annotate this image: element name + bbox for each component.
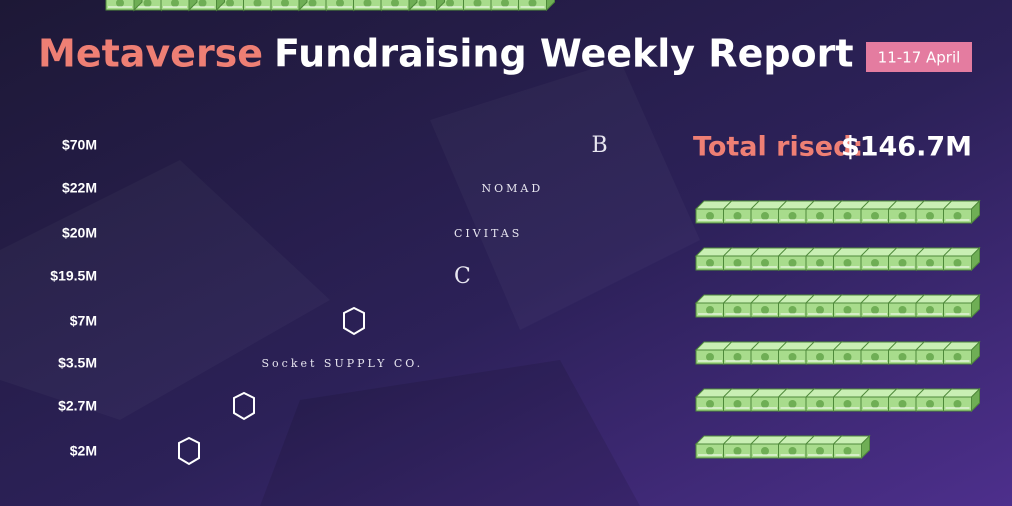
value-label: $19.5M — [50, 268, 97, 284]
bg-shape — [260, 360, 640, 506]
total-value: $146.7M — [841, 132, 972, 163]
value-label: $70M — [62, 137, 97, 153]
date-box — [866, 42, 972, 72]
value-label: $2.7M — [58, 398, 97, 414]
chart-title: Fundraising Weekly Report — [274, 32, 854, 76]
value-label: $3.5M — [58, 355, 97, 371]
money-stack — [943, 388, 980, 412]
value-label: $2M — [70, 443, 97, 459]
value-label: $20M — [62, 225, 97, 241]
company-icon — [343, 306, 365, 336]
company-icon — [233, 391, 255, 421]
company-name: B — [592, 133, 608, 158]
company-name: Socket SUPPLY CO. — [262, 357, 424, 370]
company-name: C — [454, 264, 471, 289]
title-highlight: Metaverse — [38, 32, 263, 76]
value-label: $22M — [62, 180, 97, 196]
company-name: CIVITAS — [454, 227, 522, 240]
money-stack — [943, 341, 980, 365]
money-stack — [833, 435, 870, 459]
money-stack — [943, 294, 980, 318]
company-name: NOMAD — [482, 182, 544, 195]
money-stack — [943, 200, 980, 224]
total-label: Total rised: — [693, 132, 863, 163]
company-icon — [178, 436, 200, 466]
value-label: $7M — [70, 313, 97, 329]
date-range: 11-17 April — [878, 49, 961, 67]
money-stack — [943, 247, 980, 271]
